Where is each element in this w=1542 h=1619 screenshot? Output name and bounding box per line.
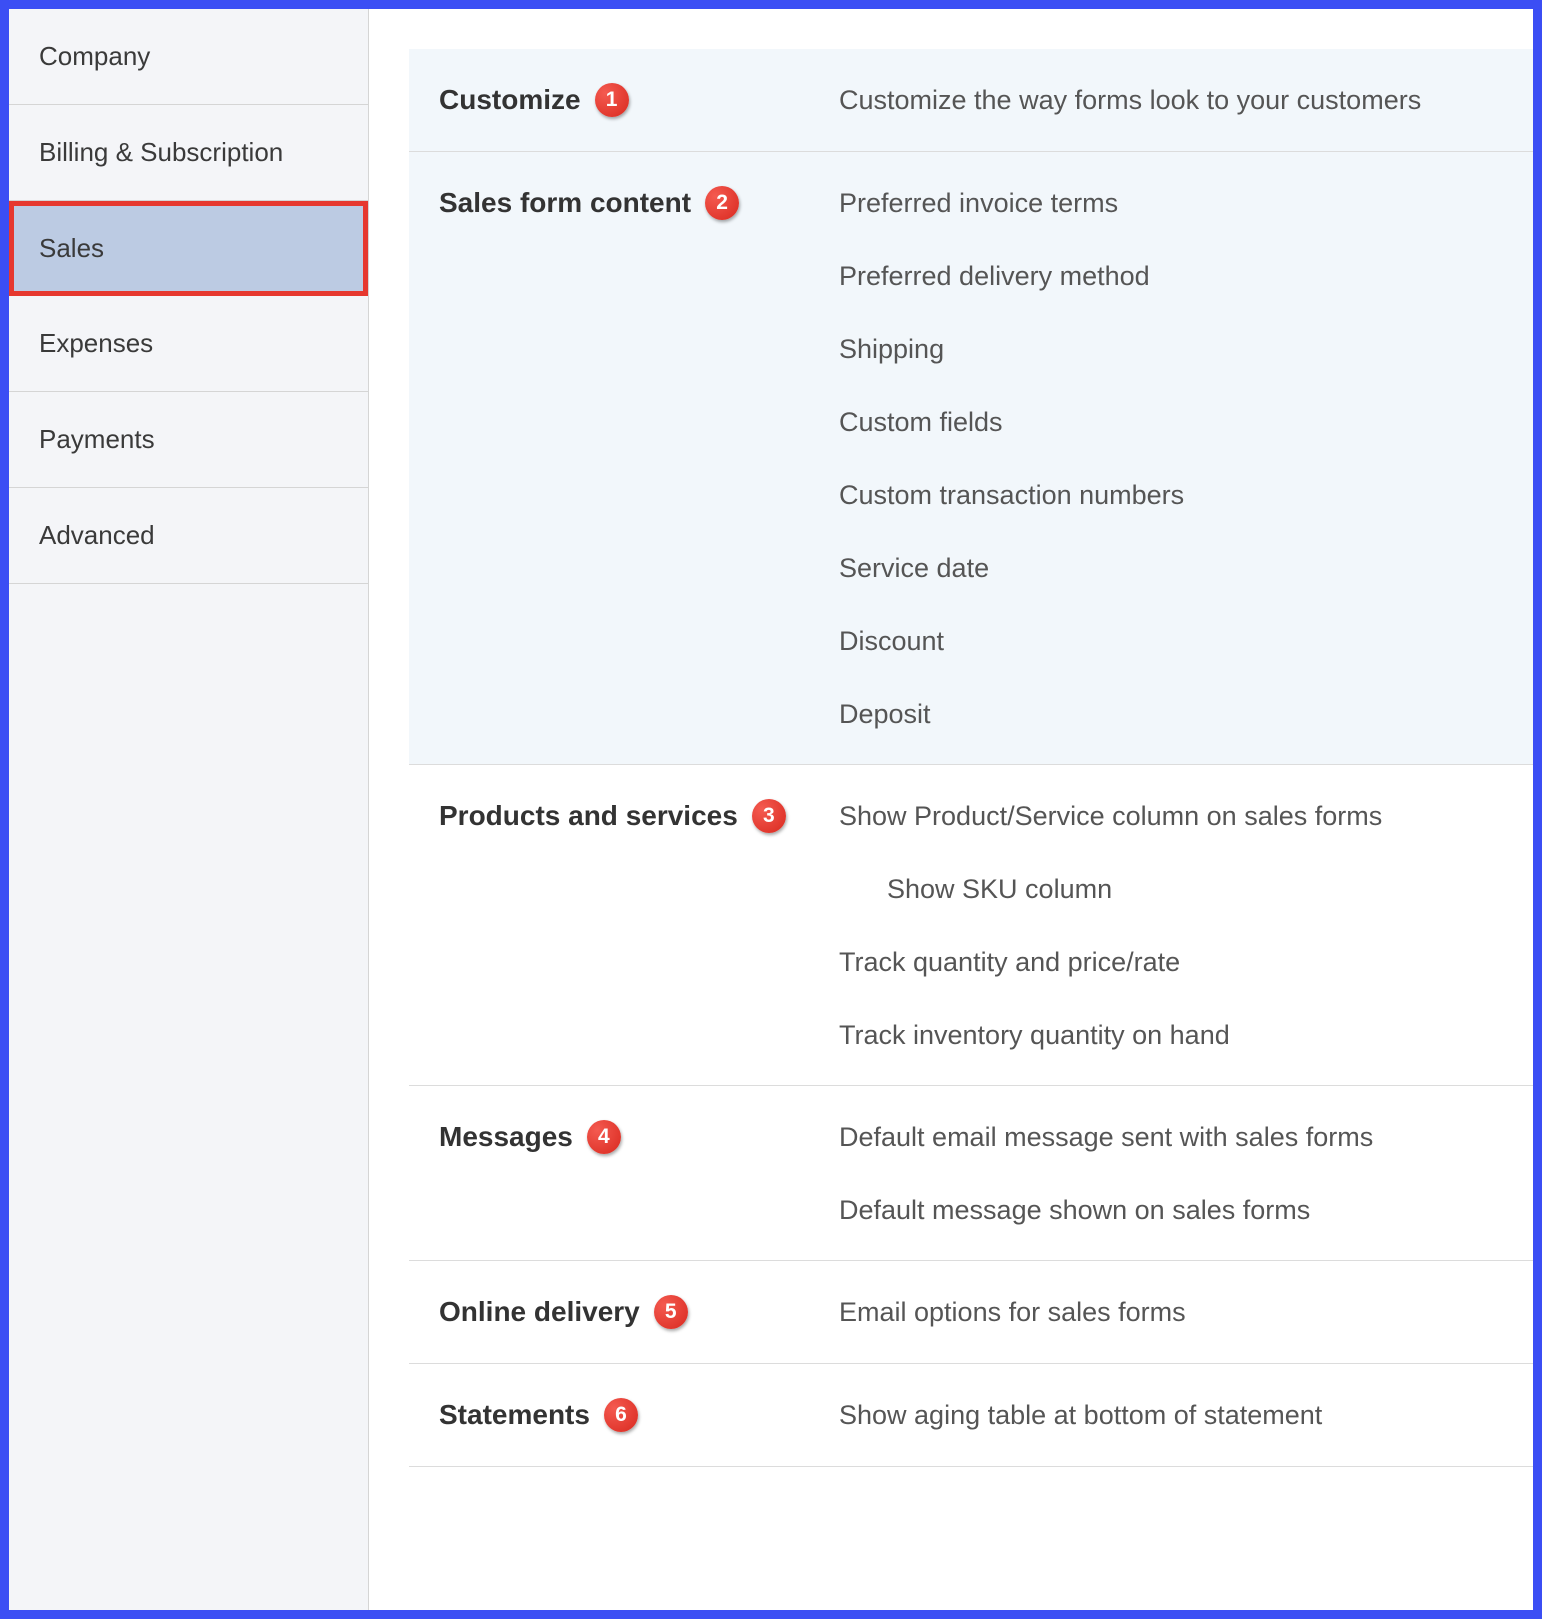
section-items: Show Product/Service column on sales for… bbox=[839, 799, 1523, 1051]
annotation-badge-2: 2 bbox=[705, 186, 739, 220]
section-title: Statements bbox=[439, 1399, 590, 1431]
section-items: Default email message sent with sales fo… bbox=[839, 1120, 1523, 1226]
setting-item: Preferred invoice terms bbox=[839, 188, 1523, 219]
section-header: Messages 4 bbox=[439, 1120, 839, 1154]
annotation-badge-5: 5 bbox=[654, 1295, 688, 1329]
section-online-delivery: Online delivery 5 Email options for sales … bbox=[409, 1261, 1533, 1364]
sidebar-item-payments[interactable]: Payments bbox=[9, 392, 368, 488]
setting-item: Custom transaction numbers bbox=[839, 480, 1523, 511]
setting-item: Default message shown on sales forms bbox=[839, 1195, 1523, 1226]
section-header: Online delivery 5 bbox=[439, 1295, 839, 1329]
section-products-and-services: Products and services 3 Show Product/Servi… bbox=[409, 765, 1533, 1086]
section-header: Sales form content 2 bbox=[439, 186, 839, 220]
section-header: Customize 1 bbox=[439, 83, 839, 117]
sidebar-item-billing-subscription[interactable]: Billing & Subscription bbox=[9, 105, 368, 201]
sidebar: CompanyBilling & SubscriptionSalesExpens… bbox=[9, 9, 369, 1610]
section-title: Sales form content bbox=[439, 187, 691, 219]
setting-item: Email options for sales forms bbox=[839, 1297, 1523, 1328]
section-header: Products and services 3 bbox=[439, 799, 839, 833]
annotation-badge-3: 3 bbox=[752, 799, 786, 833]
setting-item: Show Product/Service column on sales for… bbox=[839, 801, 1523, 832]
setting-item: Service date bbox=[839, 553, 1523, 584]
section-sales-form-content: Sales form content 2 Preferred invoice ter… bbox=[409, 152, 1533, 765]
section-items: Customize the way forms look to your cus… bbox=[839, 83, 1523, 116]
section-title: Messages bbox=[439, 1121, 573, 1153]
annotation-badge-1: 1 bbox=[595, 83, 629, 117]
section-items: Preferred invoice terms Preferred deliver… bbox=[839, 186, 1523, 730]
section-customize: Customize 1 Customize the way forms look t… bbox=[409, 49, 1533, 152]
section-items: Email options for sales forms bbox=[839, 1295, 1523, 1328]
sidebar-item-advanced[interactable]: Advanced bbox=[9, 488, 368, 584]
sidebar-item-sales[interactable]: Sales bbox=[9, 201, 368, 296]
section-statements: Statements 6 Show aging table at bottom of… bbox=[409, 1364, 1533, 1467]
setting-item: Track inventory quantity on hand bbox=[839, 1020, 1523, 1051]
setting-item: Customize the way forms look to your cus… bbox=[839, 85, 1523, 116]
section-header: Statements 6 bbox=[439, 1398, 839, 1432]
setting-item: Custom fields bbox=[839, 407, 1523, 438]
setting-item: Preferred delivery method bbox=[839, 261, 1523, 292]
setting-item: Default email message sent with sales fo… bbox=[839, 1122, 1523, 1153]
section-title: Customize bbox=[439, 84, 581, 116]
section-title: Products and services bbox=[439, 800, 738, 832]
setting-item: Shipping bbox=[839, 334, 1523, 365]
setting-item: Deposit bbox=[839, 699, 1523, 730]
section-items: Show aging table at bottom of statement bbox=[839, 1398, 1523, 1431]
setting-item: Show SKU column bbox=[839, 874, 1523, 905]
annotation-badge-6: 6 bbox=[604, 1398, 638, 1432]
setting-item: Discount bbox=[839, 626, 1523, 657]
setting-item: Show aging table at bottom of statement bbox=[839, 1400, 1523, 1431]
sidebar-item-expenses[interactable]: Expenses bbox=[9, 296, 368, 392]
app-frame: CompanyBilling & SubscriptionSalesExpens… bbox=[0, 0, 1542, 1619]
setting-item: Track quantity and price/rate bbox=[839, 947, 1523, 978]
annotation-badge-4: 4 bbox=[587, 1120, 621, 1154]
section-title: Online delivery bbox=[439, 1296, 640, 1328]
sidebar-item-company[interactable]: Company bbox=[9, 9, 368, 105]
content-panel: Customize 1 Customize the way forms look t… bbox=[369, 9, 1533, 1610]
section-messages: Messages 4 Default email message sent with… bbox=[409, 1086, 1533, 1261]
